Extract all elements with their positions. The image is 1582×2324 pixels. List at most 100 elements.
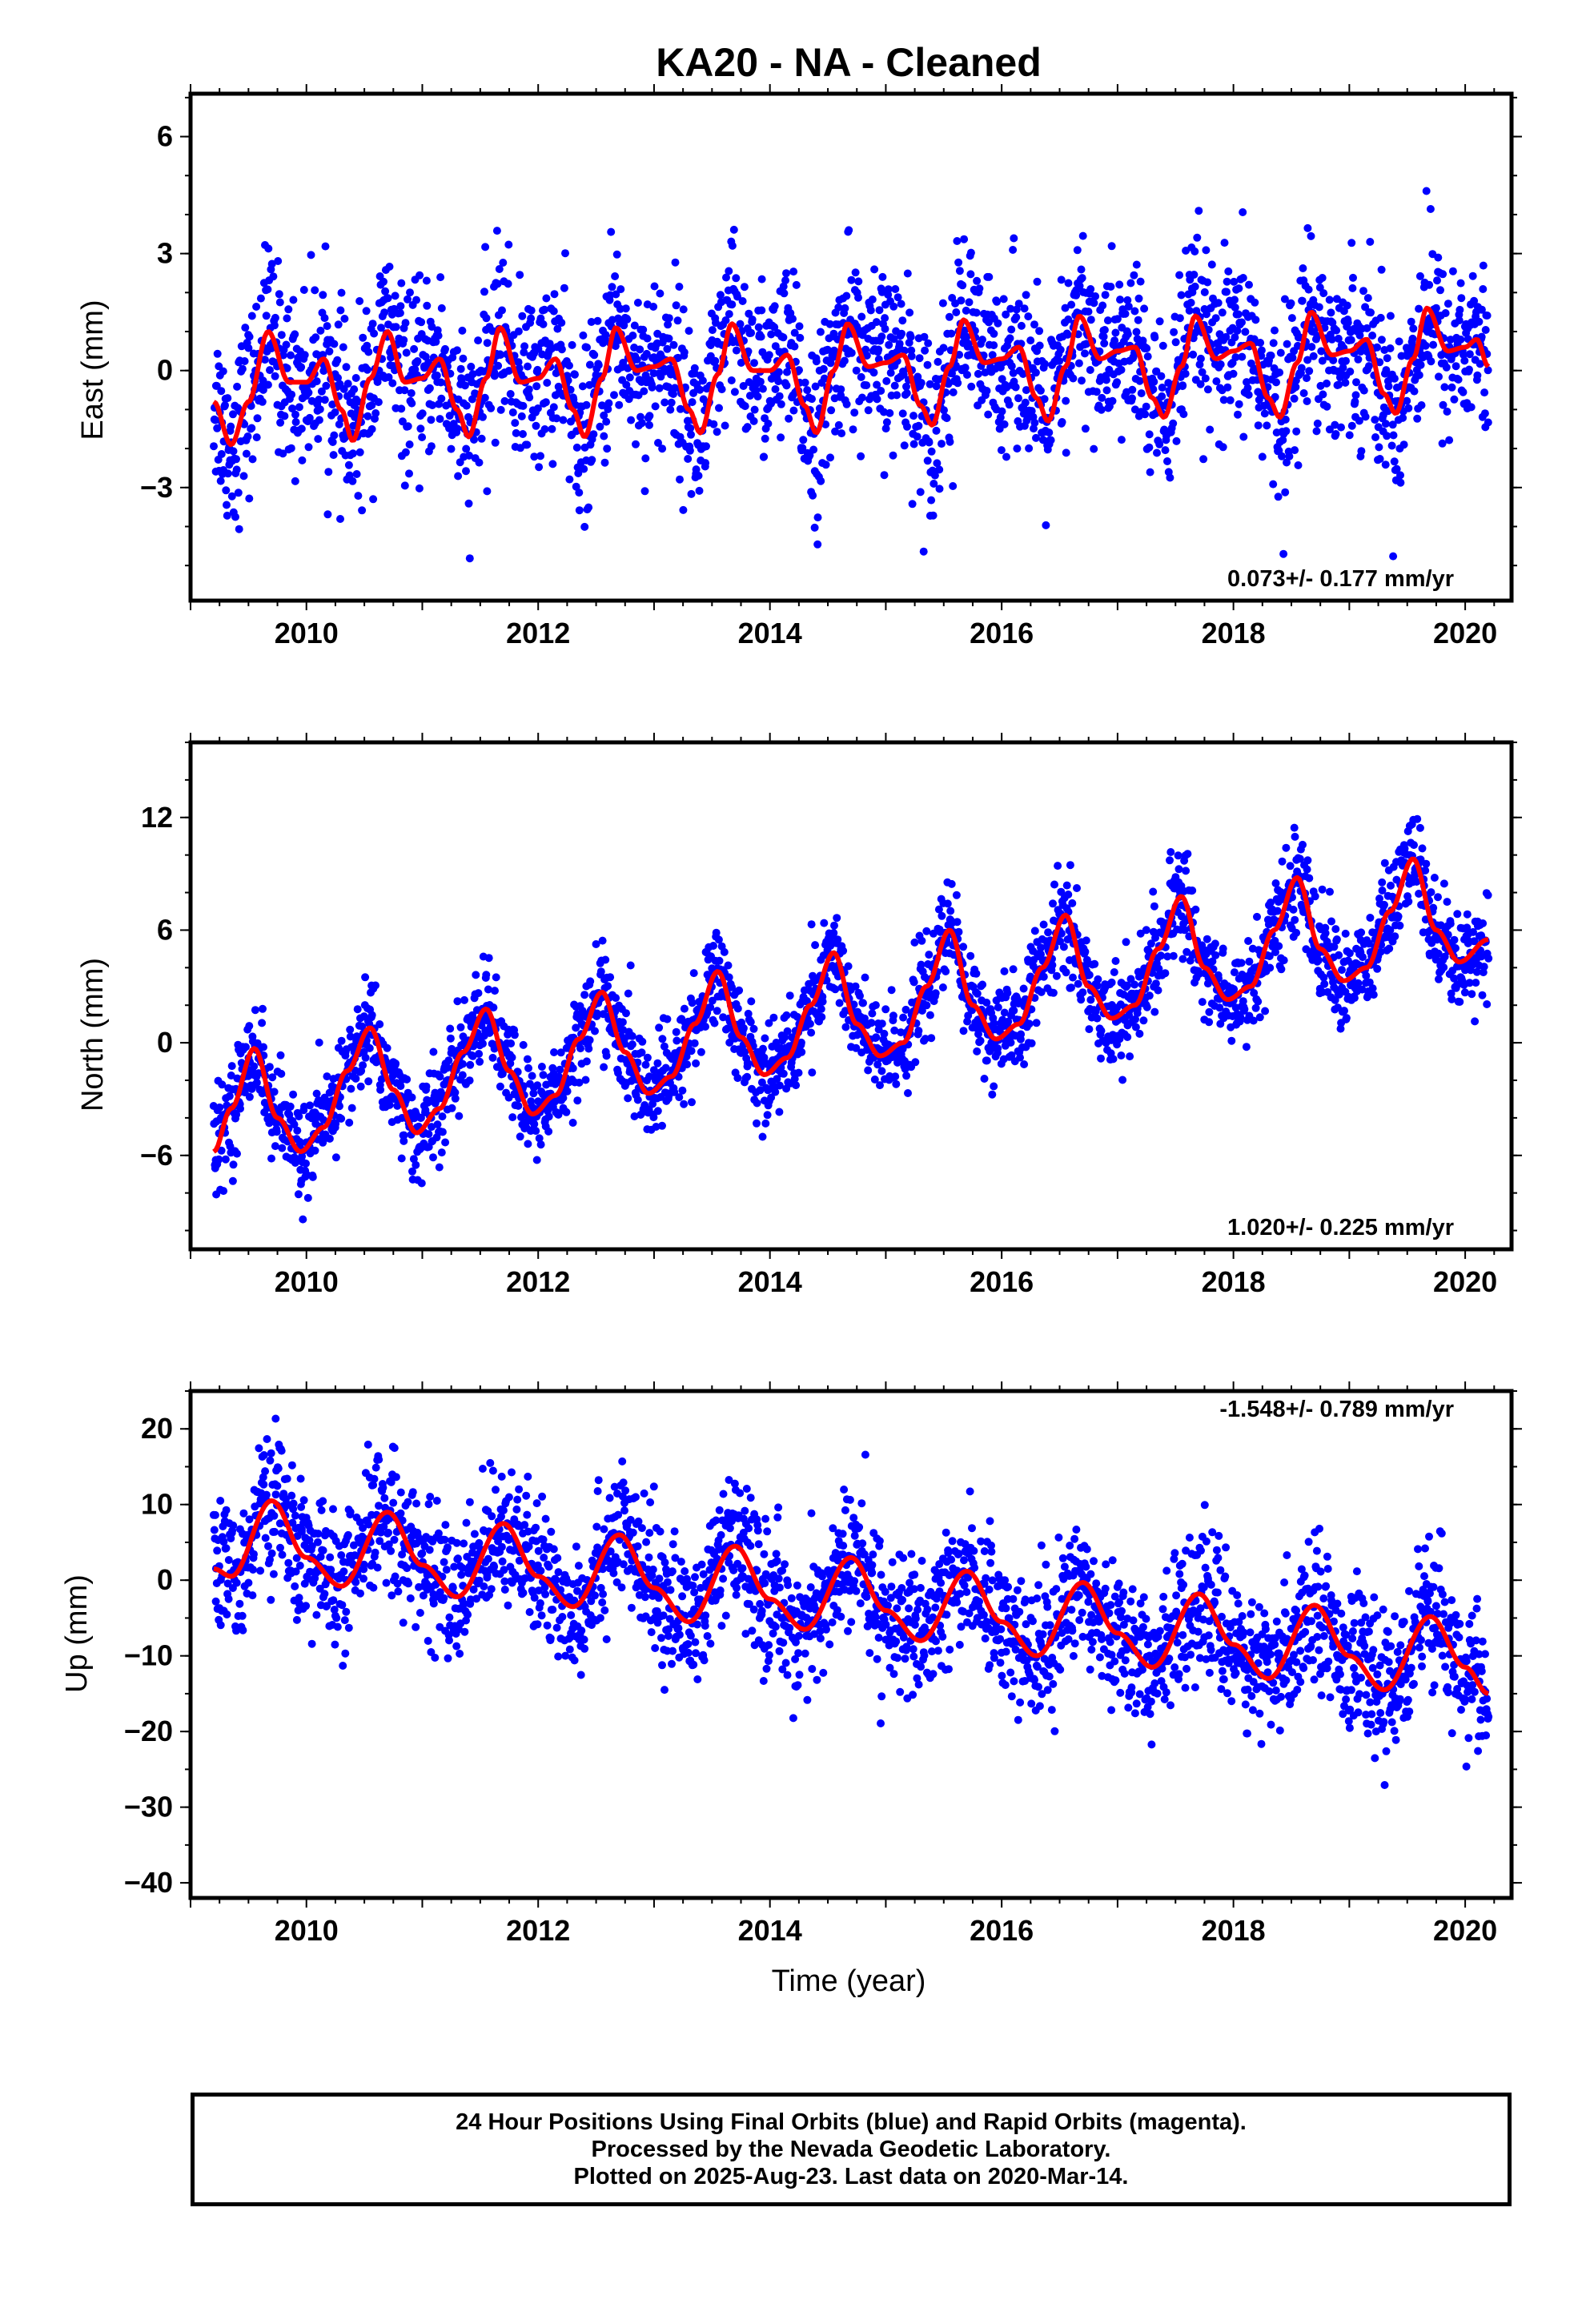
north-data-point (367, 1011, 376, 1019)
east-data-point (371, 409, 380, 417)
east-data-point (263, 285, 272, 294)
east-data-point (369, 495, 378, 504)
east-data-point (676, 475, 684, 484)
east-data-point (287, 444, 295, 452)
east-data-point (1298, 296, 1307, 305)
east-data-point (1312, 427, 1321, 436)
east-data-point (213, 424, 222, 432)
east-data-point (391, 292, 400, 300)
north-data-point (1067, 983, 1075, 992)
east-data-point (1158, 392, 1166, 400)
north-data-point (412, 1160, 420, 1169)
east-data-point (1189, 350, 1198, 359)
north-data-point (458, 1059, 467, 1068)
east-data-point (750, 405, 759, 414)
east-data-point (580, 522, 589, 531)
north-data-point (856, 991, 864, 1000)
east-data-point (1317, 347, 1326, 356)
north-data-point (524, 1140, 532, 1148)
north-data-point (1025, 1019, 1034, 1028)
east-data-point (1002, 452, 1010, 461)
east-data-point (1454, 376, 1463, 384)
north-data-point (584, 1044, 593, 1053)
north-data-point (925, 951, 934, 959)
east-data-point (264, 244, 273, 253)
east-data-point (266, 366, 274, 375)
north-data-point (514, 1101, 523, 1110)
east-data-point (574, 469, 583, 477)
east-data-point (350, 385, 359, 394)
east-data-point (1175, 271, 1184, 279)
east-data-point (1283, 340, 1291, 348)
east-data-point (953, 237, 962, 245)
east-data-point (267, 259, 276, 268)
north-data-point (345, 1118, 354, 1127)
east-data-point (1012, 313, 1021, 322)
north-data-point (805, 1019, 814, 1028)
north-data-point (228, 1176, 237, 1185)
east-data-point (1323, 379, 1331, 388)
east-data-point (880, 471, 889, 480)
north-data-point (758, 1132, 767, 1141)
east-data-point (621, 304, 630, 313)
east-data-point (753, 392, 762, 401)
east-data-point (764, 420, 773, 428)
east-data-point (459, 354, 468, 363)
east-data-point (233, 382, 242, 391)
east-data-point (1017, 321, 1026, 330)
east-data-point (965, 298, 974, 307)
east-data-point (1282, 427, 1291, 436)
north-data-point (678, 1086, 687, 1095)
north-data-point (902, 1072, 911, 1080)
east-data-point (1329, 356, 1338, 364)
east-data-point (842, 400, 851, 408)
east-data-point (1279, 549, 1288, 558)
east-data-point (673, 316, 682, 325)
east-data-point (1287, 299, 1295, 308)
north-data-point (585, 1035, 594, 1044)
north-data-point (761, 1034, 769, 1043)
east-data-point (552, 414, 561, 423)
east-data-point (1166, 473, 1174, 482)
east-data-point (585, 360, 594, 369)
east-data-point (636, 345, 644, 354)
east-data-point (1201, 374, 1210, 383)
north-data-point (437, 1148, 446, 1157)
east-data-point (533, 404, 542, 412)
east-data-point (1239, 274, 1247, 282)
east-data-point (925, 438, 934, 447)
east-data-point (1307, 231, 1315, 240)
east-data-point (870, 265, 879, 274)
north-data-point (1203, 935, 1211, 943)
east-data-point (935, 485, 944, 493)
north-data-point (259, 1004, 267, 1013)
east-data-point (782, 381, 791, 390)
north-data-point (959, 943, 968, 951)
east-data-point (1409, 324, 1418, 333)
north-data-point (1145, 991, 1154, 1000)
east-data-point (628, 332, 637, 340)
east-data-point (1081, 424, 1090, 433)
east-data-point (504, 367, 513, 375)
east-data-point (1185, 306, 1194, 315)
east-data-point (506, 390, 515, 398)
east-data-point (428, 401, 436, 409)
east-data-point (253, 414, 262, 423)
east-data-point (909, 412, 917, 420)
east-data-point (289, 296, 298, 304)
east-data-point (413, 357, 422, 365)
east-data-point (416, 271, 424, 279)
east-data-point (1303, 397, 1311, 405)
east-data-point (1117, 436, 1126, 444)
north-data-point (889, 1011, 897, 1020)
east-data-point (1203, 385, 1212, 394)
east-data-point (1450, 395, 1459, 404)
east-data-point (1238, 318, 1246, 327)
east-data-point (354, 492, 363, 501)
east-data-point (701, 459, 710, 468)
east-data-point (216, 476, 225, 485)
east-data-point (789, 267, 798, 276)
north-data-point (643, 1053, 652, 1062)
north-data-point (347, 1104, 356, 1112)
east-data-point (1269, 339, 1278, 348)
